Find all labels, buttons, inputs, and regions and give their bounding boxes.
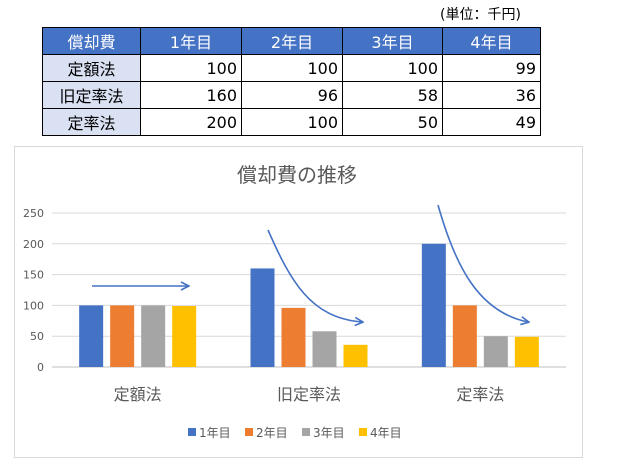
trend-arrow-curve [437,204,528,322]
y-tick-label: 0 [37,361,44,374]
bar [79,305,104,367]
x-category-label: 定率法 [456,385,504,404]
y-tick-label: 150 [23,269,44,282]
bar [514,336,539,367]
legend-swatch [245,428,253,436]
trend-arrow-curve [267,229,362,322]
legend-label: 2年目 [256,426,288,440]
depreciation-table: 償却費 1年目 2年目 3年目 4年目 定額法 100 100 100 99 旧… [42,27,541,136]
bar [312,331,337,367]
chart-title: 償却費の推移 [237,163,357,187]
bar [483,336,508,367]
legend-swatch [302,428,310,436]
y-tick-label: 100 [23,299,44,312]
legend-label: 1年目 [199,426,231,440]
bar [343,344,368,367]
table-row: 定率法 200 100 50 49 [42,108,541,136]
unit-note: (単位：千円) [440,7,521,23]
y-tick-label: 200 [23,238,44,251]
y-tick-label: 50 [30,330,44,343]
header-cell: 2年目 [241,27,343,55]
x-category-label: 旧定率法 [277,385,341,404]
header-cell: 4年目 [442,27,541,55]
table-cell: 160 [140,81,242,109]
table-cell: 49 [442,108,541,136]
table-cell: 100 [140,54,242,82]
x-category-label: 定額法 [114,385,162,404]
table-header-row: 償却費 1年目 2年目 3年目 4年目 [42,27,541,55]
table-cell: 36 [442,81,541,109]
y-tick-label: 250 [23,207,44,220]
row-label: 定率法 [42,108,141,136]
table-cell: 100 [241,54,343,82]
bar [172,306,197,367]
bar [141,305,166,367]
table-cell: 200 [140,108,242,136]
table-cell: 100 [342,54,443,82]
bar [452,305,477,367]
bar [110,305,135,367]
bar [281,307,306,367]
legend-label: 4年目 [370,426,402,440]
legend-swatch [359,428,367,436]
table-cell: 100 [241,108,343,136]
table-cell: 50 [342,108,443,136]
table-cell: 58 [342,81,443,109]
legend-swatch [188,428,196,436]
legend-label: 3年目 [313,426,345,440]
header-cell: 1年目 [140,27,242,55]
bar [250,268,275,367]
bar [421,243,446,367]
header-cell: 3年目 [342,27,443,55]
